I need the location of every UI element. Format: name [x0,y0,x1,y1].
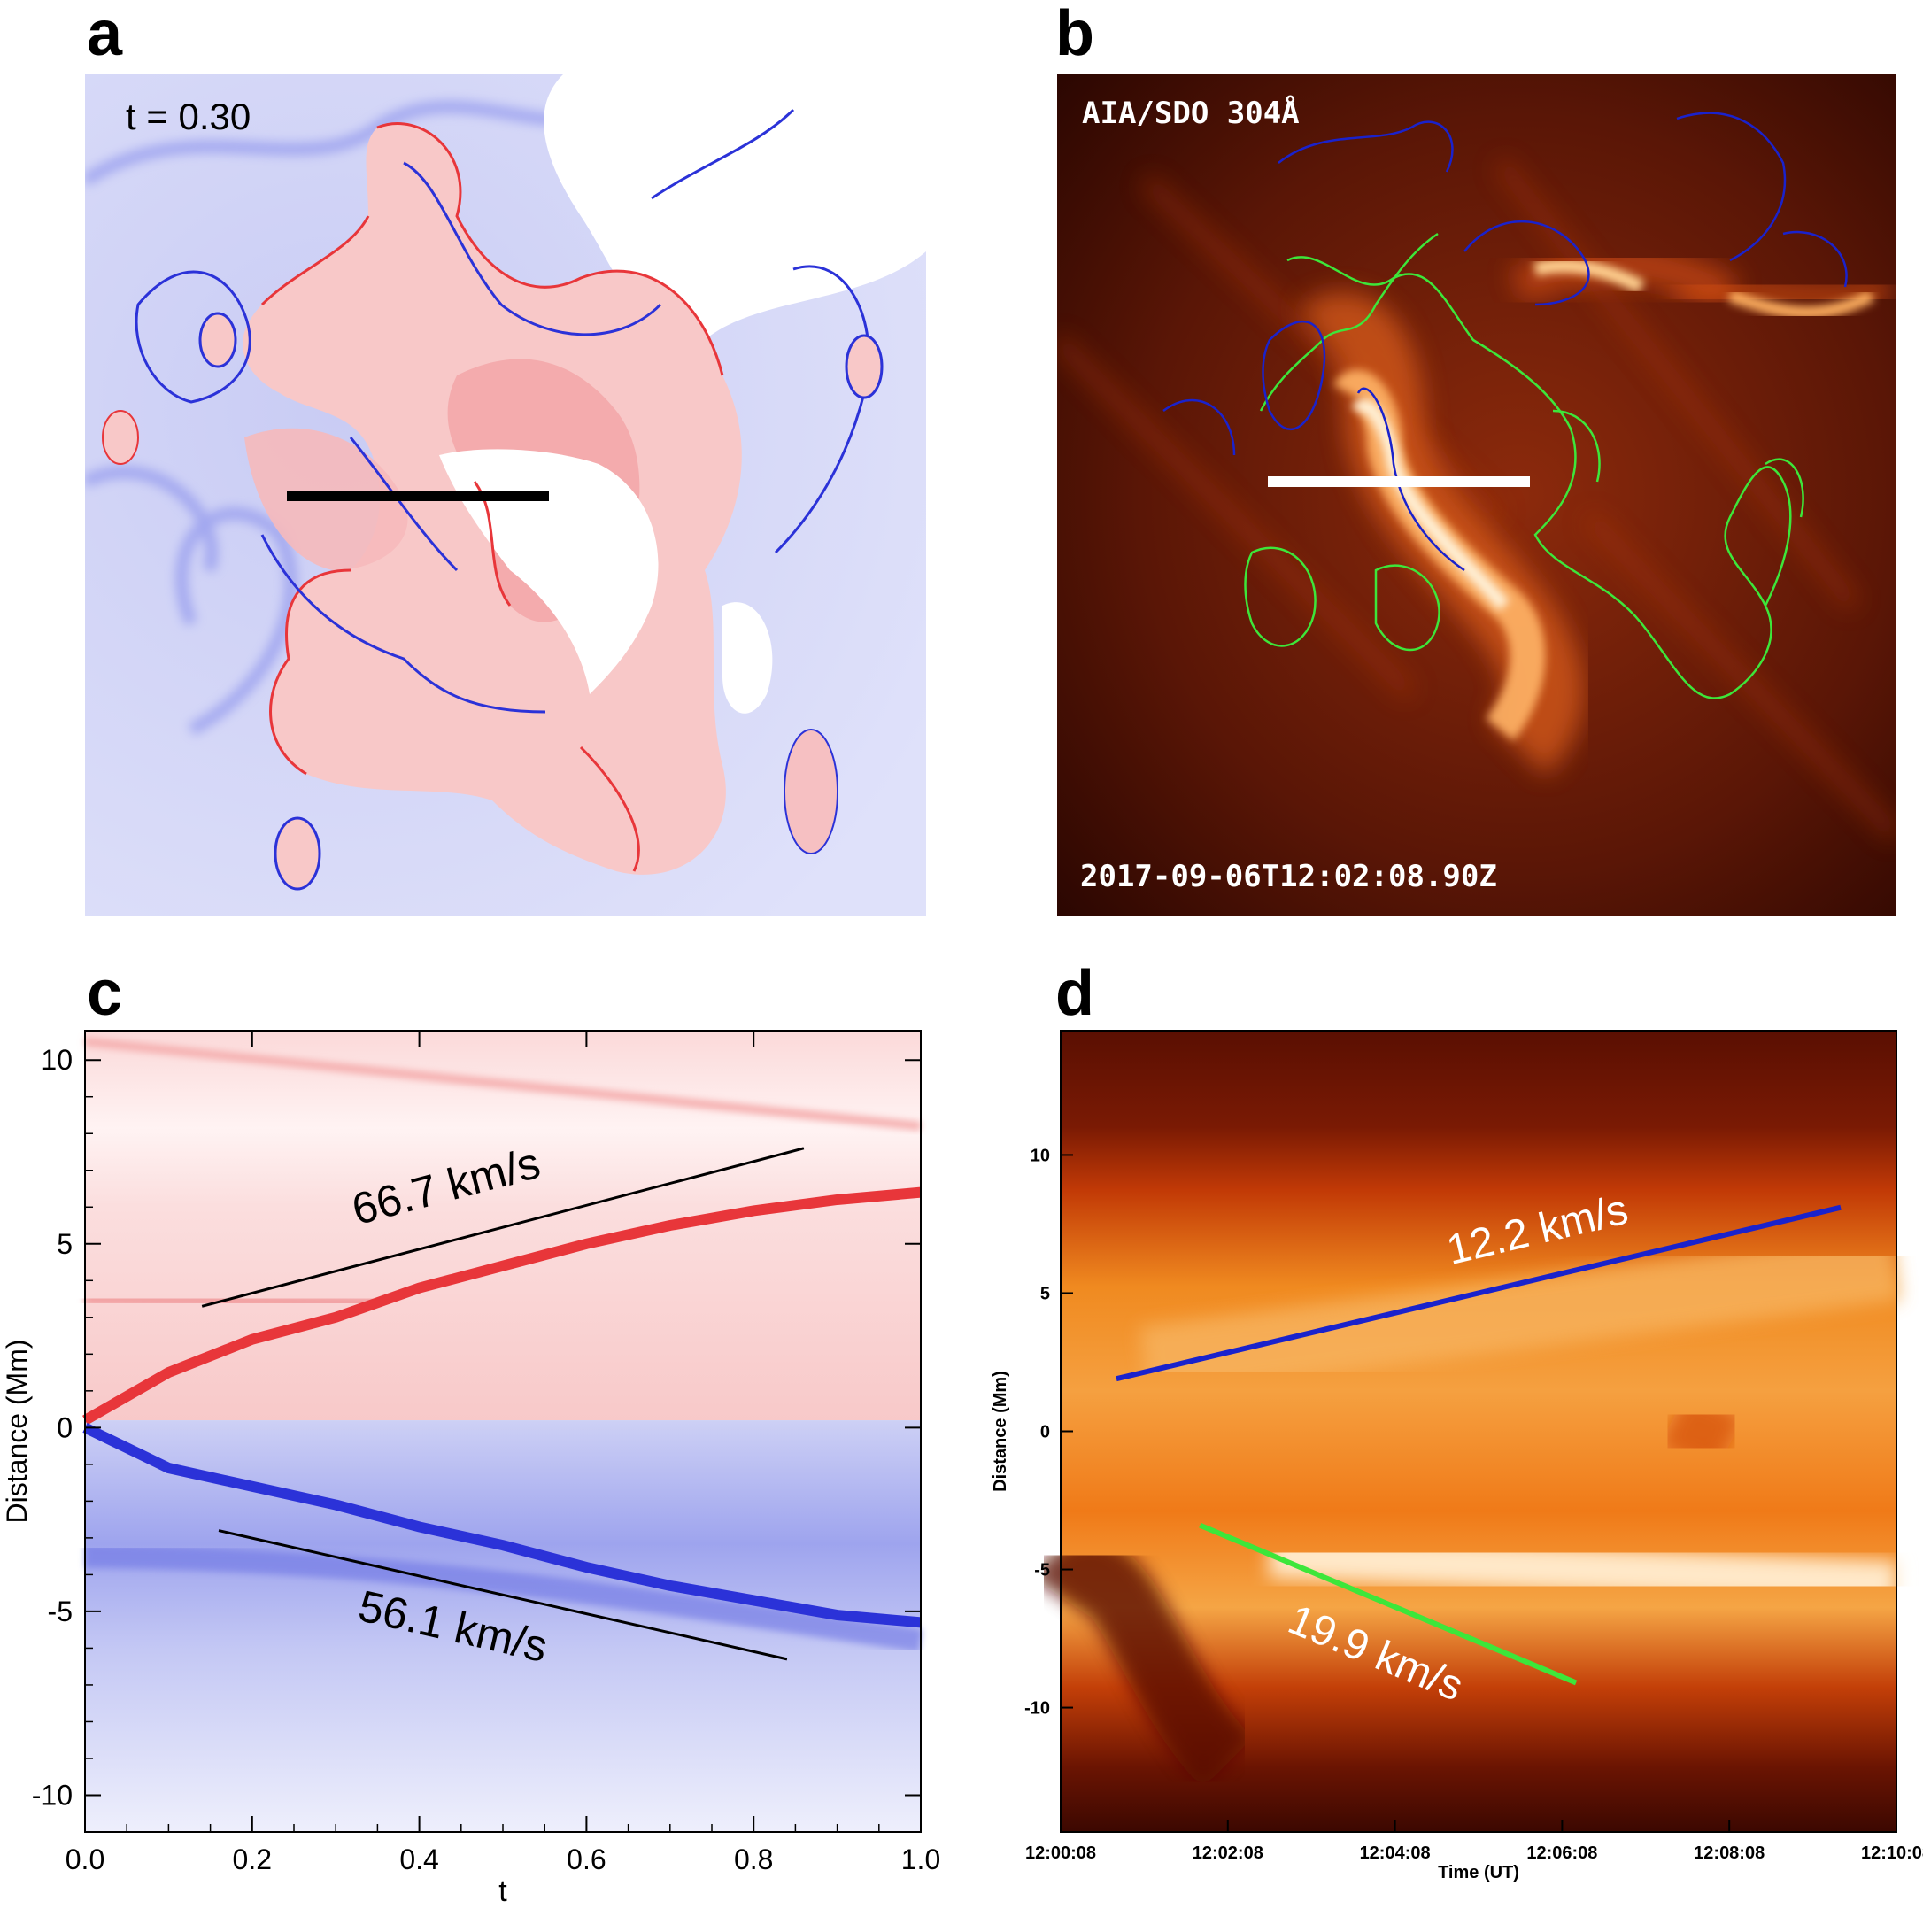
x-tick-label-d: 12:10:08 [1861,1843,1923,1863]
x-tick-label-c: 0.4 [399,1843,438,1875]
chart-d: 12.2 km/s19.9 km/s12:00:08 12:02:08 12:04:… [991,1030,1923,1882]
rising-brightening [1139,1230,1902,1398]
time-label: t = 0.30 [126,96,251,137]
x-axis-label-d: Time (UT) [1438,1863,1519,1882]
simulation-snapshot: t = 0.30 [85,74,926,916]
dark-wedge [1031,1539,1254,1789]
x-tick-label-d: 12:02:08 [1193,1843,1263,1863]
panel-label-c: c [87,958,123,1029]
y-tick-label-d: 0 [1040,1423,1050,1442]
y-tick-label-c: 5 [57,1228,73,1260]
instrument-label: AIA/SDO 304Å [1082,96,1300,131]
y-tick-label-d: 5 [1040,1284,1050,1303]
x-tick-label-c: 0.2 [233,1843,272,1875]
bright-feature-lower [1268,1533,1898,1606]
y-tick-label-c: 0 [57,1411,73,1443]
y-tick-label-c: -10 [32,1779,73,1811]
x-tick-label-c: 0.6 [567,1843,606,1875]
aia-304-image: AIA/SDO 304Å 2017-09-06T12:02:08.90Z [1057,74,1896,916]
x-tick-label-c: 1.0 [901,1843,940,1875]
fit-line-c-0 [201,1147,805,1308]
x-tick-label-c: 0.8 [734,1843,773,1875]
lower-band [84,1544,923,1652]
blue-front [82,1422,922,1628]
timestamp-label: 2017-09-06T12:02:08.90Z [1080,859,1497,894]
solar-emission-image [1057,74,1896,916]
fit-line-c-1 [218,1529,788,1661]
y-tick-label-d: 10 [1031,1146,1050,1165]
panel-label-d: d [1055,958,1094,1029]
x-tick-label-c: 0.0 [66,1843,104,1875]
y-axis-label-d: Distance (Mm) [991,1371,1010,1492]
panel-label-b: b [1055,0,1094,69]
fit-line-d-1 [1199,1522,1578,1686]
x-tick-label-d: 12:06:08 [1526,1843,1597,1863]
x-tick-label-d: 12:08:08 [1694,1843,1765,1863]
upper-band [84,1037,922,1131]
y-tick-label-c: -5 [48,1596,73,1627]
y-tick-label-c: 10 [41,1044,73,1076]
stationary-band [84,1293,378,1310]
y-tick-label-d: -10 [1024,1699,1050,1719]
y-axis-label-c: Distance (Mm) [1,1339,33,1523]
y-tick-label-d: -5 [1034,1561,1050,1580]
x-tick-label-d: 12:04:08 [1360,1843,1431,1863]
x-axis-label-c: t [498,1874,507,1908]
panel-label-a: a [87,0,123,69]
x-tick-label-d: 12:00:08 [1025,1843,1096,1863]
simulation-field-image [85,74,926,916]
positive-region [85,1031,921,1421]
fit-line-d-0 [1116,1204,1842,1382]
dark-spot [1659,1389,1743,1473]
red-front [82,1186,922,1426]
chart-c: 66.7 km/s56.1 km/s0.0 0.2 0.4 0.6 0.8 1.01050… [1,1030,940,1908]
